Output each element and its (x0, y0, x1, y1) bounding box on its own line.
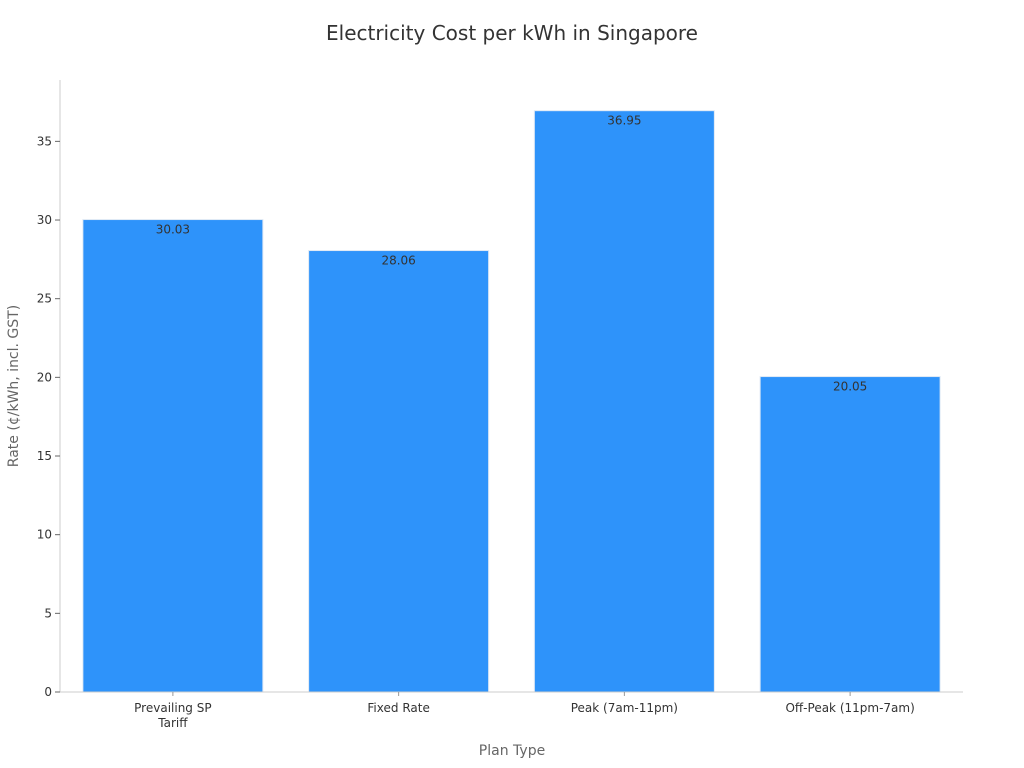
data-label: 30.03 (156, 223, 190, 237)
y-tick-label: 5 (44, 606, 52, 620)
y-tick-label: 15 (37, 449, 52, 463)
x-tick-label: Fixed Rate (367, 701, 429, 715)
x-tick-label: Prevailing SP (134, 701, 211, 715)
data-label: 28.06 (381, 254, 415, 268)
bar (759, 376, 941, 693)
data-label: 36.95 (607, 114, 641, 128)
bar (533, 110, 715, 693)
x-tick-label: Tariff (157, 716, 188, 730)
y-tick-label: 25 (37, 292, 52, 306)
y-tick-label: 0 (44, 685, 52, 699)
y-axis-label: Rate (¢/kWh, incl. GST) (6, 305, 22, 467)
y-tick-label: 35 (37, 134, 52, 148)
y-tick-label: 30 (37, 213, 52, 227)
bar (308, 250, 490, 693)
x-tick-label: Peak (7am-11pm) (571, 701, 678, 715)
bar (82, 219, 264, 693)
chart-title: Electricity Cost per kWh in Singapore (326, 21, 698, 45)
x-tick-label: Off-Peak (11pm-7am) (785, 701, 914, 715)
y-tick-label: 10 (37, 528, 52, 542)
data-label: 20.05 (833, 380, 867, 394)
y-tick-label: 20 (37, 370, 52, 384)
x-axis-label: Plan Type (479, 743, 545, 759)
